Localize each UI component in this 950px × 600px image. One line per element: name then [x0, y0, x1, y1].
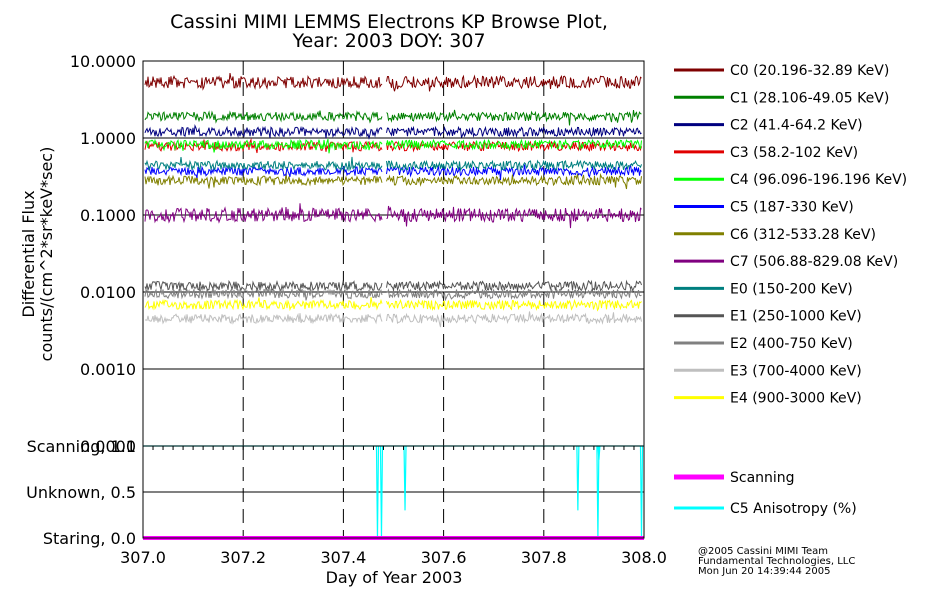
x-tick-label: 307.0: [120, 548, 166, 567]
legend-label-c0: C0 (20.196-32.89 KeV): [730, 63, 889, 79]
chart-subtitle: Year: 2003 DOY: 307: [291, 30, 485, 52]
x-tick-label: 307.4: [320, 548, 366, 567]
credit-line-2: Fundamental Technologies, LLC: [698, 556, 855, 567]
status-panel-frame: [142, 445, 645, 539]
chart-title: Cassini MIMI LEMMS Electrons KP Browse P…: [170, 11, 608, 33]
y-axis-label-line2: counts/(cm^2*sr*keV*sec): [37, 147, 56, 362]
anisotropy-dip: [597, 445, 601, 460]
legend-label-c2: C2 (41.4-64.2 KeV): [730, 118, 863, 134]
flux-y-tick-label: 0.0100: [80, 283, 136, 302]
status-y-tick-label: Staring, 0.0: [43, 529, 136, 548]
flux-y-tick-label: 0.1000: [80, 206, 136, 225]
anisotropy-dip: [576, 445, 580, 511]
legend-label-c4: C4 (96.096-196.196 KeV): [730, 172, 907, 188]
legend-label-c3: C3 (58.2-102 KeV): [730, 145, 858, 161]
status-y-tick-label: Scanning, 1.0: [27, 437, 136, 456]
flux-series-group: [144, 73, 642, 328]
legend-label-e2: E2 (400-750 KeV): [730, 336, 853, 352]
series-line-c6: [144, 172, 642, 190]
series-line-c5: [144, 164, 642, 181]
flux-y-tick-label: 1.0000: [80, 129, 136, 148]
flux-y-tick-label: 0.0001: [80, 437, 136, 456]
series-line-e0: [144, 156, 642, 172]
legend-label-c5: C5 (187-330 KeV): [730, 200, 854, 216]
series-line-c4: [144, 138, 642, 154]
status-y-tick-label: Unknown, 0.5: [26, 483, 136, 502]
series-line-e4: [144, 297, 642, 312]
legend-label-e4: E4 (900-3000 KeV): [730, 391, 862, 407]
series-line-e2: [144, 286, 642, 302]
legend-label-e3: E3 (700-4000 KeV): [730, 363, 862, 379]
status-legend: Scanning C5 Anisotropy (%): [674, 470, 857, 517]
flux-legend: C0 (20.196-32.89 KeV) C1 (28.106-49.05 Ke…: [674, 63, 907, 407]
legend-label-c1: C1 (28.106-49.05 KeV): [730, 90, 889, 106]
x-axis-label: Day of Year 2003: [326, 568, 463, 587]
anisotropy-dip: [403, 445, 407, 511]
credit-line-3: Mon Jun 20 14:39:44 2005: [698, 566, 831, 577]
series-line-e3: [144, 311, 642, 328]
legend-label-e0: E0 (150-200 KeV): [730, 281, 853, 297]
legend-label-c6: C6 (312-533.28 KeV): [730, 227, 876, 243]
x-tick-label: 307.2: [220, 548, 266, 567]
flux-y-tick-label: 0.0010: [80, 360, 136, 379]
legend-label-anisotropy: C5 Anisotropy (%): [730, 501, 857, 517]
x-tick-label: 308.0: [621, 548, 667, 567]
y-axis-label-line1: Differential Flux: [19, 190, 38, 317]
legend-label-c7: C7 (506.88-829.08 KeV): [730, 254, 898, 270]
series-line-e1: [144, 279, 642, 292]
x-tick-label: 307.6: [421, 548, 467, 567]
status-y-tick-labels: Scanning, 1.0 Unknown, 0.5 Staring, 0.0: [26, 437, 136, 548]
flux-y-tick-label: 10.0000: [70, 52, 136, 71]
credit-line-1: @2005 Cassini MIMI Team: [698, 546, 828, 557]
legend-label-e1: E1 (250-1000 KeV): [730, 309, 862, 325]
flux-y-tick-labels: 10.0000 1.0000 0.1000 0.0100 0.0010 0.0001: [70, 52, 136, 456]
series-line-c0: [144, 73, 642, 92]
x-tick-label: 307.8: [521, 548, 567, 567]
legend-label-scanning: Scanning: [730, 470, 795, 486]
series-line-c1: [144, 109, 642, 126]
series-line-c2: [144, 123, 642, 141]
x-tick-labels: 307.0 307.2 307.4 307.6 307.8 308.0: [120, 548, 667, 567]
series-line-c7: [144, 203, 642, 229]
y-axis-label: Differential Flux counts/(cm^2*sr*keV*se…: [19, 147, 56, 362]
